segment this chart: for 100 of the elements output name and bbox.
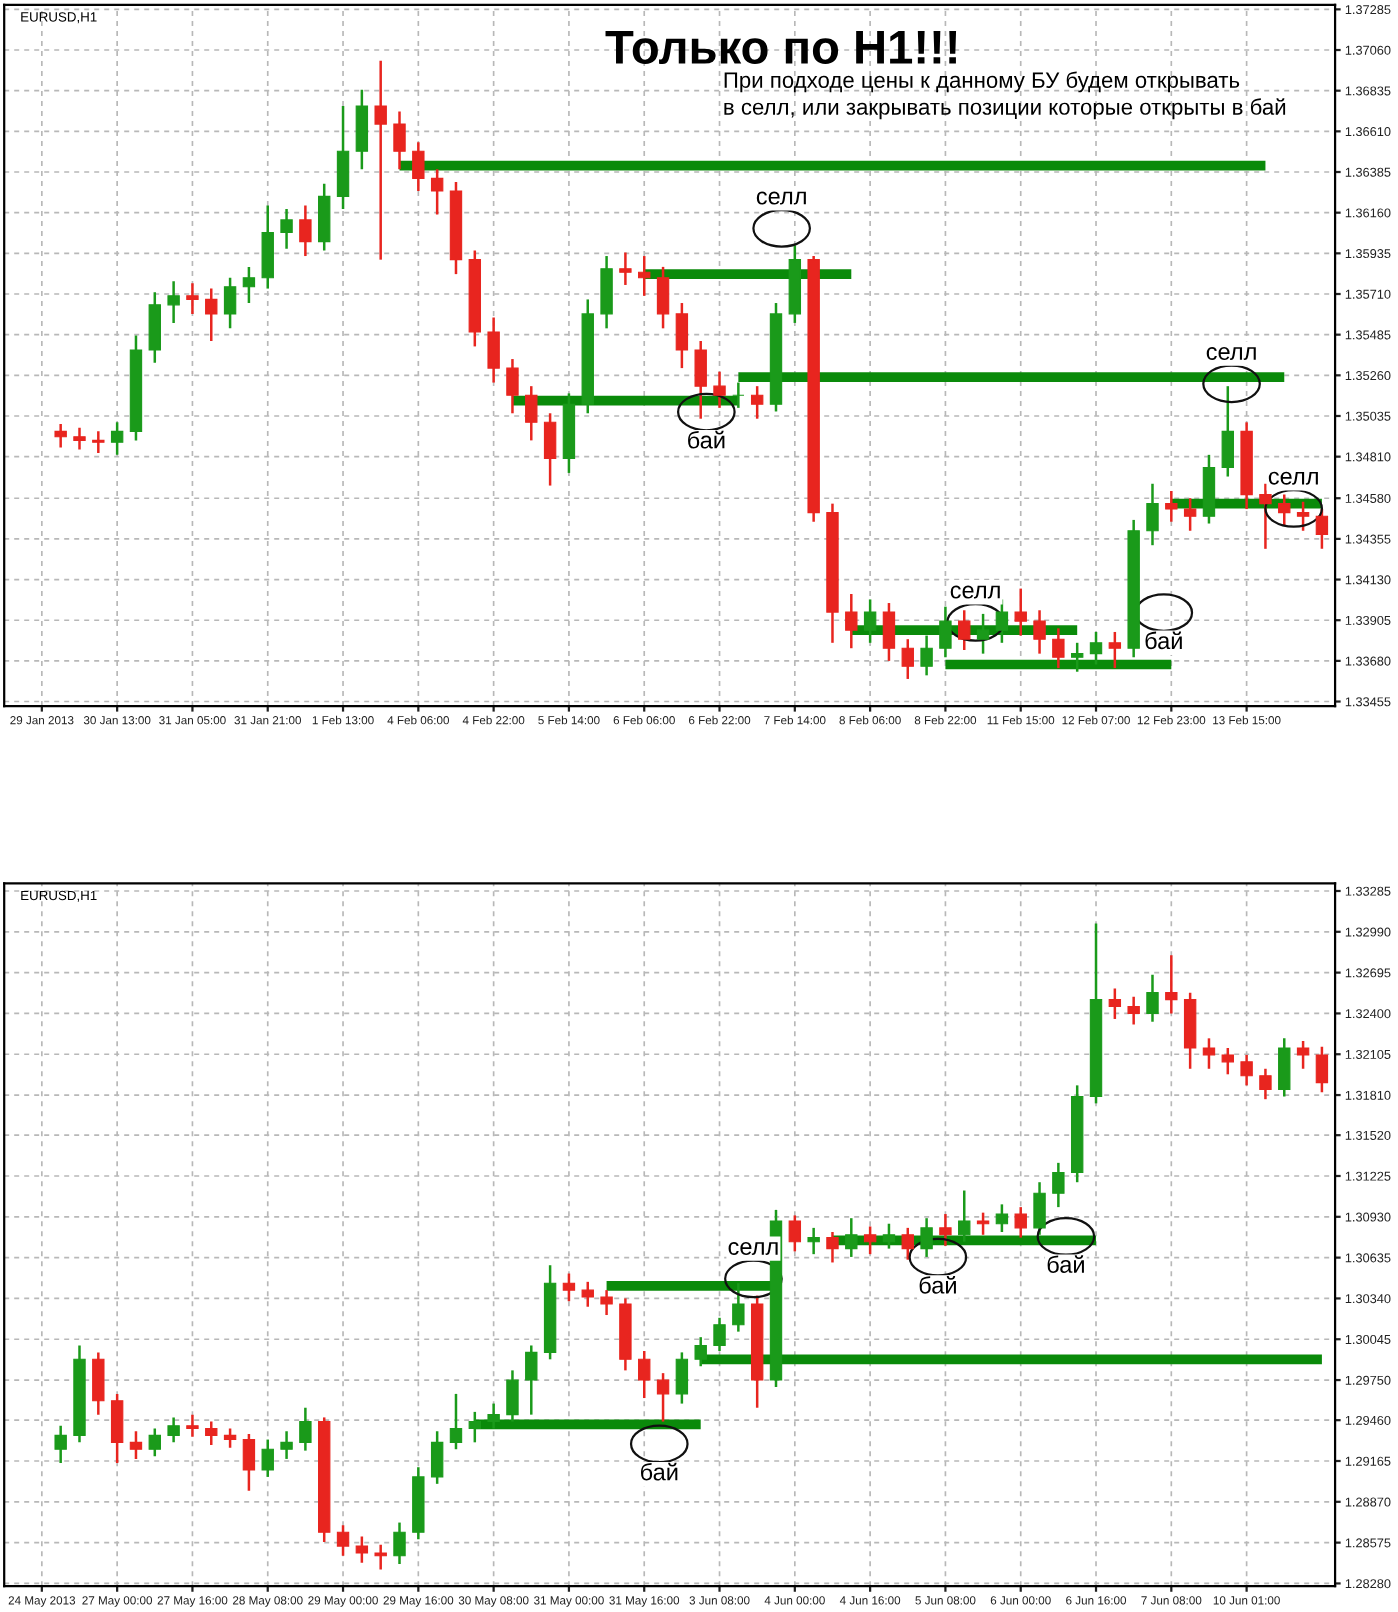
candlestick (995, 1203, 1009, 1234)
candlestick (1296, 1039, 1310, 1071)
candlestick (487, 316, 500, 384)
candlestick (732, 1281, 745, 1333)
candlestick (205, 287, 218, 343)
candlestick (920, 1216, 933, 1259)
annotation: бай (688, 430, 725, 449)
candlestick (1278, 493, 1291, 527)
candlestick (1033, 1180, 1046, 1237)
annotation: селл (1268, 471, 1318, 485)
annotation: селл (728, 1242, 778, 1255)
candlestick (374, 1543, 387, 1571)
candlestick (1259, 482, 1272, 551)
candlestick (449, 1392, 463, 1451)
candlestick (318, 182, 331, 252)
candlestick (92, 430, 105, 455)
candlestick (845, 1216, 858, 1259)
candlestick (54, 1424, 67, 1465)
annotation: селл (950, 585, 1000, 599)
candlestick (788, 1214, 802, 1253)
candlestick (1183, 496, 1197, 532)
annotation: При подходе цены к данному БУ будем открывать в селл, или закрывать позиции которые открыты в бай (724, 71, 1286, 120)
annotation: селл (1206, 347, 1256, 360)
candlestick (280, 1430, 293, 1461)
candlestick (1108, 987, 1122, 1021)
candlestick (205, 1420, 218, 1447)
candlestick (1014, 587, 1027, 637)
candlestick (525, 1344, 538, 1416)
candlestick (242, 1432, 256, 1492)
candlestick (1070, 641, 1084, 673)
candlestick (167, 280, 180, 325)
candlestick (939, 1212, 952, 1248)
candlestick (656, 265, 670, 330)
candlestick (412, 140, 425, 193)
candlestick (638, 254, 651, 298)
candlestick (656, 1371, 670, 1423)
candlestick (976, 612, 990, 655)
candlestick (920, 634, 933, 677)
candlestick (1089, 630, 1103, 666)
candlestick (167, 1416, 180, 1444)
candlestick (1014, 1205, 1027, 1239)
candlestick (355, 1535, 369, 1564)
candlestick (92, 1351, 105, 1416)
candlestick (882, 1222, 896, 1250)
candlestick (374, 59, 387, 261)
candlestick (863, 598, 877, 645)
candlestick (826, 1230, 839, 1264)
candlestick (1278, 1037, 1291, 1098)
candlestick (1052, 627, 1065, 670)
candlestick (430, 1430, 444, 1486)
candlestick (261, 1438, 274, 1479)
candlestick (223, 276, 237, 330)
candlestick (675, 1351, 689, 1405)
candlestick (261, 204, 274, 290)
candlestick (958, 1189, 971, 1243)
candlestick (1221, 1046, 1234, 1076)
candlestick (581, 1280, 594, 1308)
candlestick (54, 422, 67, 449)
candlestick (1165, 954, 1178, 1015)
candlestick (845, 592, 858, 650)
annotation: бай (1145, 631, 1182, 650)
candlestick (468, 1410, 482, 1444)
candlestick (73, 426, 86, 451)
chart-title: Только по H1!!! (605, 31, 957, 65)
candlestick (506, 357, 519, 415)
candlestick (1052, 1161, 1065, 1209)
candlestick (958, 609, 971, 652)
candlestick (1315, 507, 1329, 551)
candlestick (1146, 482, 1159, 547)
candlestick (242, 265, 256, 305)
candlestick (393, 110, 406, 171)
candlestick (299, 1406, 312, 1452)
annotation: бай (1047, 1255, 1084, 1273)
candlestick (995, 598, 1009, 645)
candlestick (1240, 1053, 1253, 1087)
candlestick (694, 339, 707, 420)
candlestick (1202, 1037, 1216, 1071)
candlestick (1221, 384, 1234, 478)
candlestick (186, 1413, 199, 1439)
candlestick (487, 1402, 500, 1430)
candlestick (1146, 973, 1159, 1023)
candlestick (186, 281, 199, 316)
candlestick (713, 1316, 726, 1353)
candlestick (901, 637, 914, 681)
candlestick (713, 370, 726, 410)
candlestick (506, 1369, 519, 1423)
candlestick (1108, 630, 1122, 670)
candlestick (600, 254, 613, 330)
candlestick (619, 251, 632, 287)
candlestick (129, 1430, 143, 1461)
candlestick (694, 1335, 707, 1368)
candlestick (750, 384, 764, 420)
candlestick (1296, 500, 1310, 532)
candlestick (110, 1392, 124, 1465)
candlestick (148, 290, 161, 364)
annotation: бай (919, 1275, 956, 1294)
annotation: селл (756, 191, 806, 205)
candlestick (299, 204, 312, 258)
candlestick (1315, 1045, 1329, 1094)
candlestick (525, 384, 538, 442)
